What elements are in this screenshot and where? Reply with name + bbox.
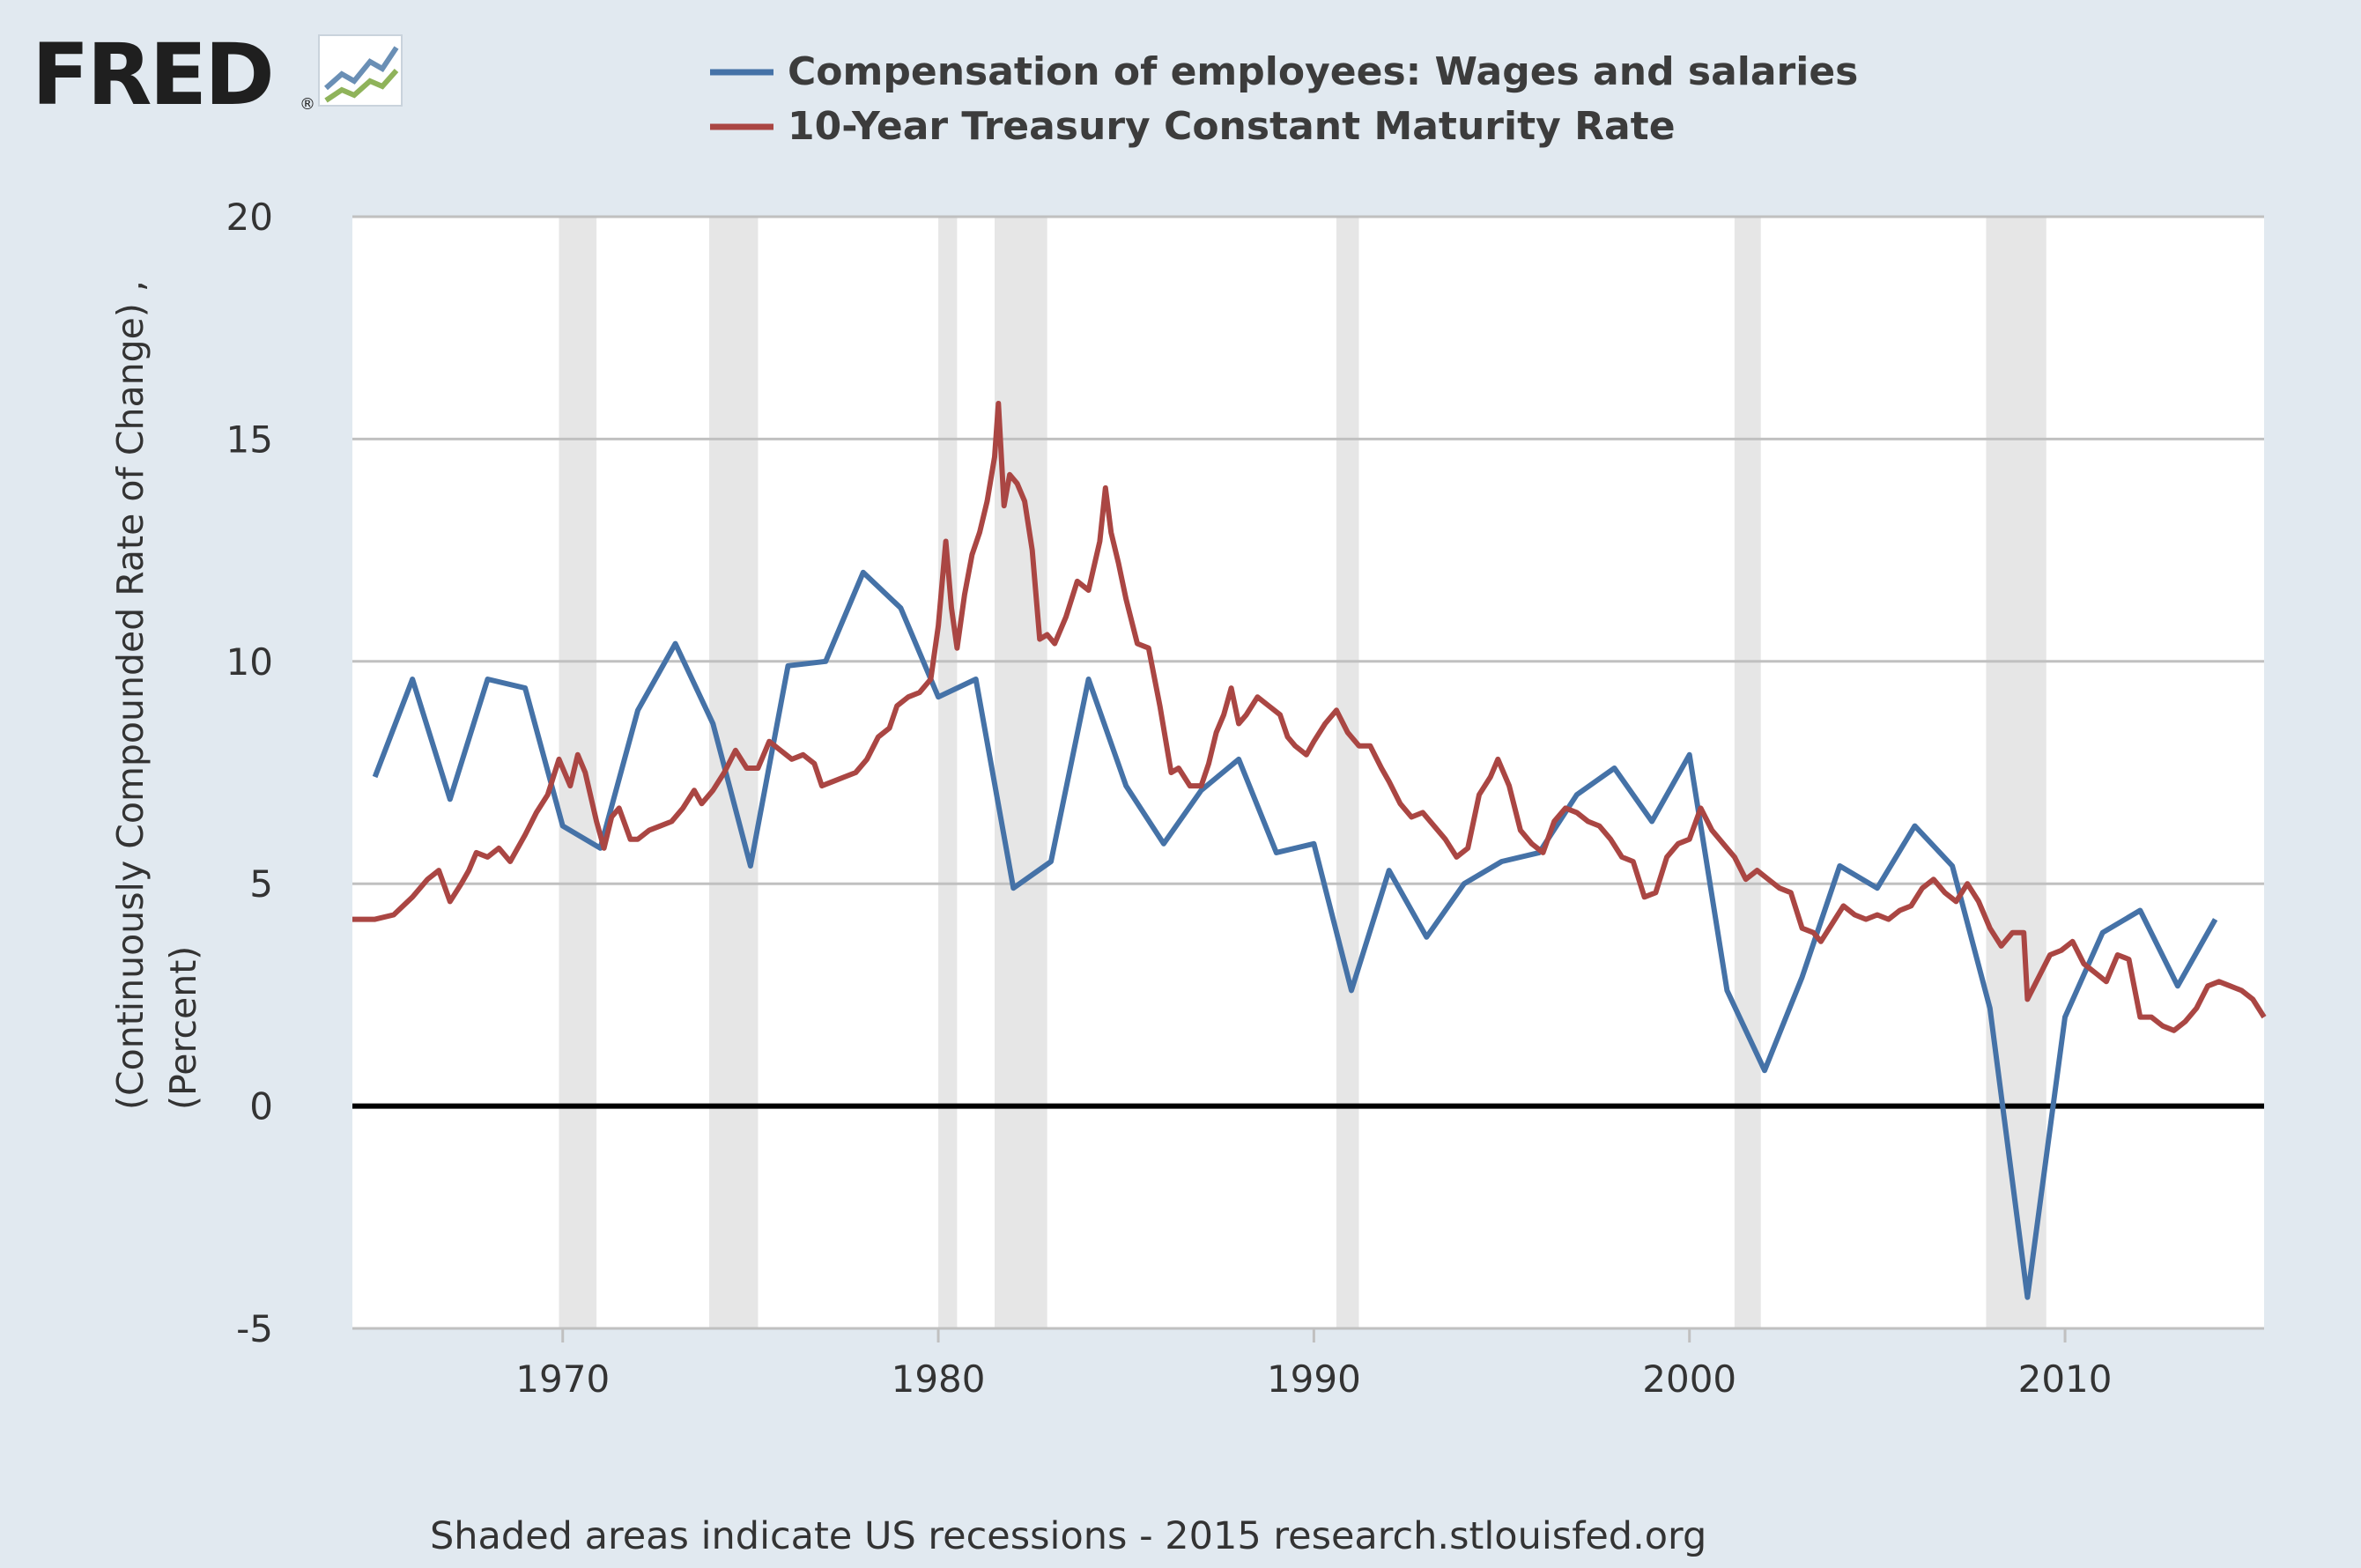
logo-text: FRED (32, 26, 272, 124)
plot-area (352, 217, 2264, 1328)
legend-label-wages: Compensation of employees: Wages and sal… (788, 49, 1858, 94)
legend-item-wages[interactable]: Compensation of employees: Wages and sal… (710, 49, 1858, 94)
recession-band (938, 217, 958, 1328)
fred-chart-icon (318, 34, 403, 107)
y-axis-title-line-2: (Percent) (162, 946, 204, 1110)
series-lines (352, 401, 2267, 1300)
logo-registered-mark: ® (300, 95, 315, 114)
y-axis-ticks: -5 0 5 10 15 20 (226, 196, 273, 1350)
y-tick-label: 15 (226, 418, 273, 461)
legend-item-treasury[interactable]: 10-Year Treasury Constant Maturity Rate (710, 104, 1676, 149)
wages-series-line (372, 569, 2218, 1300)
y-tick-label: -5 (236, 1307, 273, 1350)
x-tick-label: 1980 (892, 1357, 986, 1401)
recession-band (1734, 217, 1761, 1328)
y-tick-label: 10 (226, 640, 273, 684)
fred-logo[interactable]: FRED ® (32, 26, 403, 124)
x-tick-label: 1970 (515, 1357, 610, 1401)
x-tick-label: 2010 (2018, 1357, 2113, 1401)
y-tick-label: 5 (249, 862, 273, 906)
y-tick-label: 20 (226, 196, 273, 239)
footer-note: Shaded areas indicate US recessions - 20… (430, 1514, 1706, 1558)
recession-band (709, 217, 759, 1328)
x-tick-label: 1990 (1267, 1357, 1361, 1401)
y-axis-title: (Continuously Compounded Rate of Change)… (109, 280, 204, 1110)
x-tick-label: 2000 (1642, 1357, 1736, 1401)
legend: Compensation of employees: Wages and sal… (710, 49, 1858, 149)
recession-band (1986, 217, 2046, 1328)
gridlines (352, 215, 2264, 1330)
x-axis-ticks: 1970 1980 1990 2000 2010 (515, 1328, 2112, 1401)
recession-band (1336, 217, 1359, 1328)
legend-label-treasury: 10-Year Treasury Constant Maturity Rate (788, 104, 1676, 149)
recession-band (995, 217, 1047, 1328)
y-tick-label: 0 (249, 1085, 273, 1128)
treasury-series-line (352, 401, 2267, 1033)
y-axis-title-line-1: (Continuously Compounded Rate of Change)… (109, 280, 152, 1110)
recession-bands (559, 217, 2046, 1328)
